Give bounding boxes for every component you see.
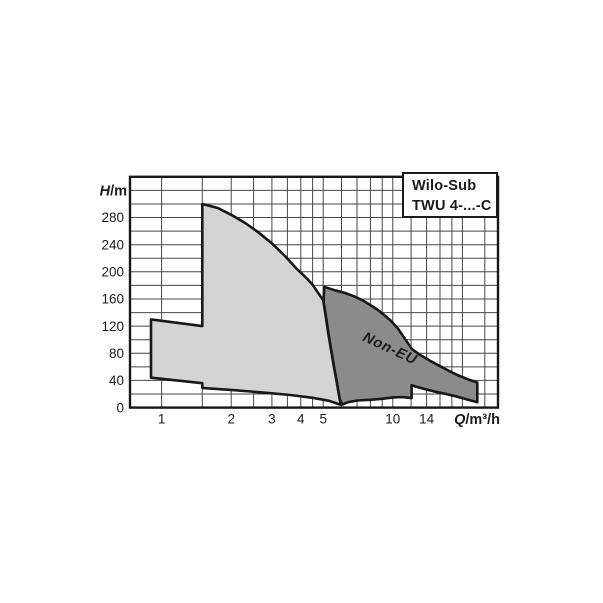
legend-box: Wilo-Sub TWU 4-...-C: [402, 172, 498, 218]
legend-series-name: Wilo-Sub: [412, 178, 477, 194]
legend-model-name: TWU 4-...-C: [412, 198, 492, 214]
y-tick-label: 240: [101, 237, 124, 252]
y-tick-label: 120: [101, 319, 124, 334]
y-tick-label: 80: [109, 346, 124, 361]
y-tick-label: 160: [101, 292, 124, 307]
x-tick-label: 1: [158, 412, 166, 427]
y-axis-title: H/m: [100, 183, 127, 199]
plot-border: [128, 175, 500, 409]
x-axis-title: Q/m³/h: [454, 412, 500, 428]
y-tick-label: 280: [101, 210, 124, 225]
y-tick-label: 0: [116, 400, 124, 415]
x-tick-label: 14: [419, 412, 435, 427]
region-non-eu: [322, 285, 479, 406]
x-tick-label: 2: [227, 412, 235, 427]
x-tick-label: 4: [297, 412, 305, 427]
x-tick-label: 10: [385, 412, 400, 427]
y-tick-label: 200: [101, 265, 124, 280]
x-tick-label: 3: [268, 412, 276, 427]
y-tick-label: 40: [109, 373, 124, 388]
x-tick-label: 5: [319, 412, 327, 427]
